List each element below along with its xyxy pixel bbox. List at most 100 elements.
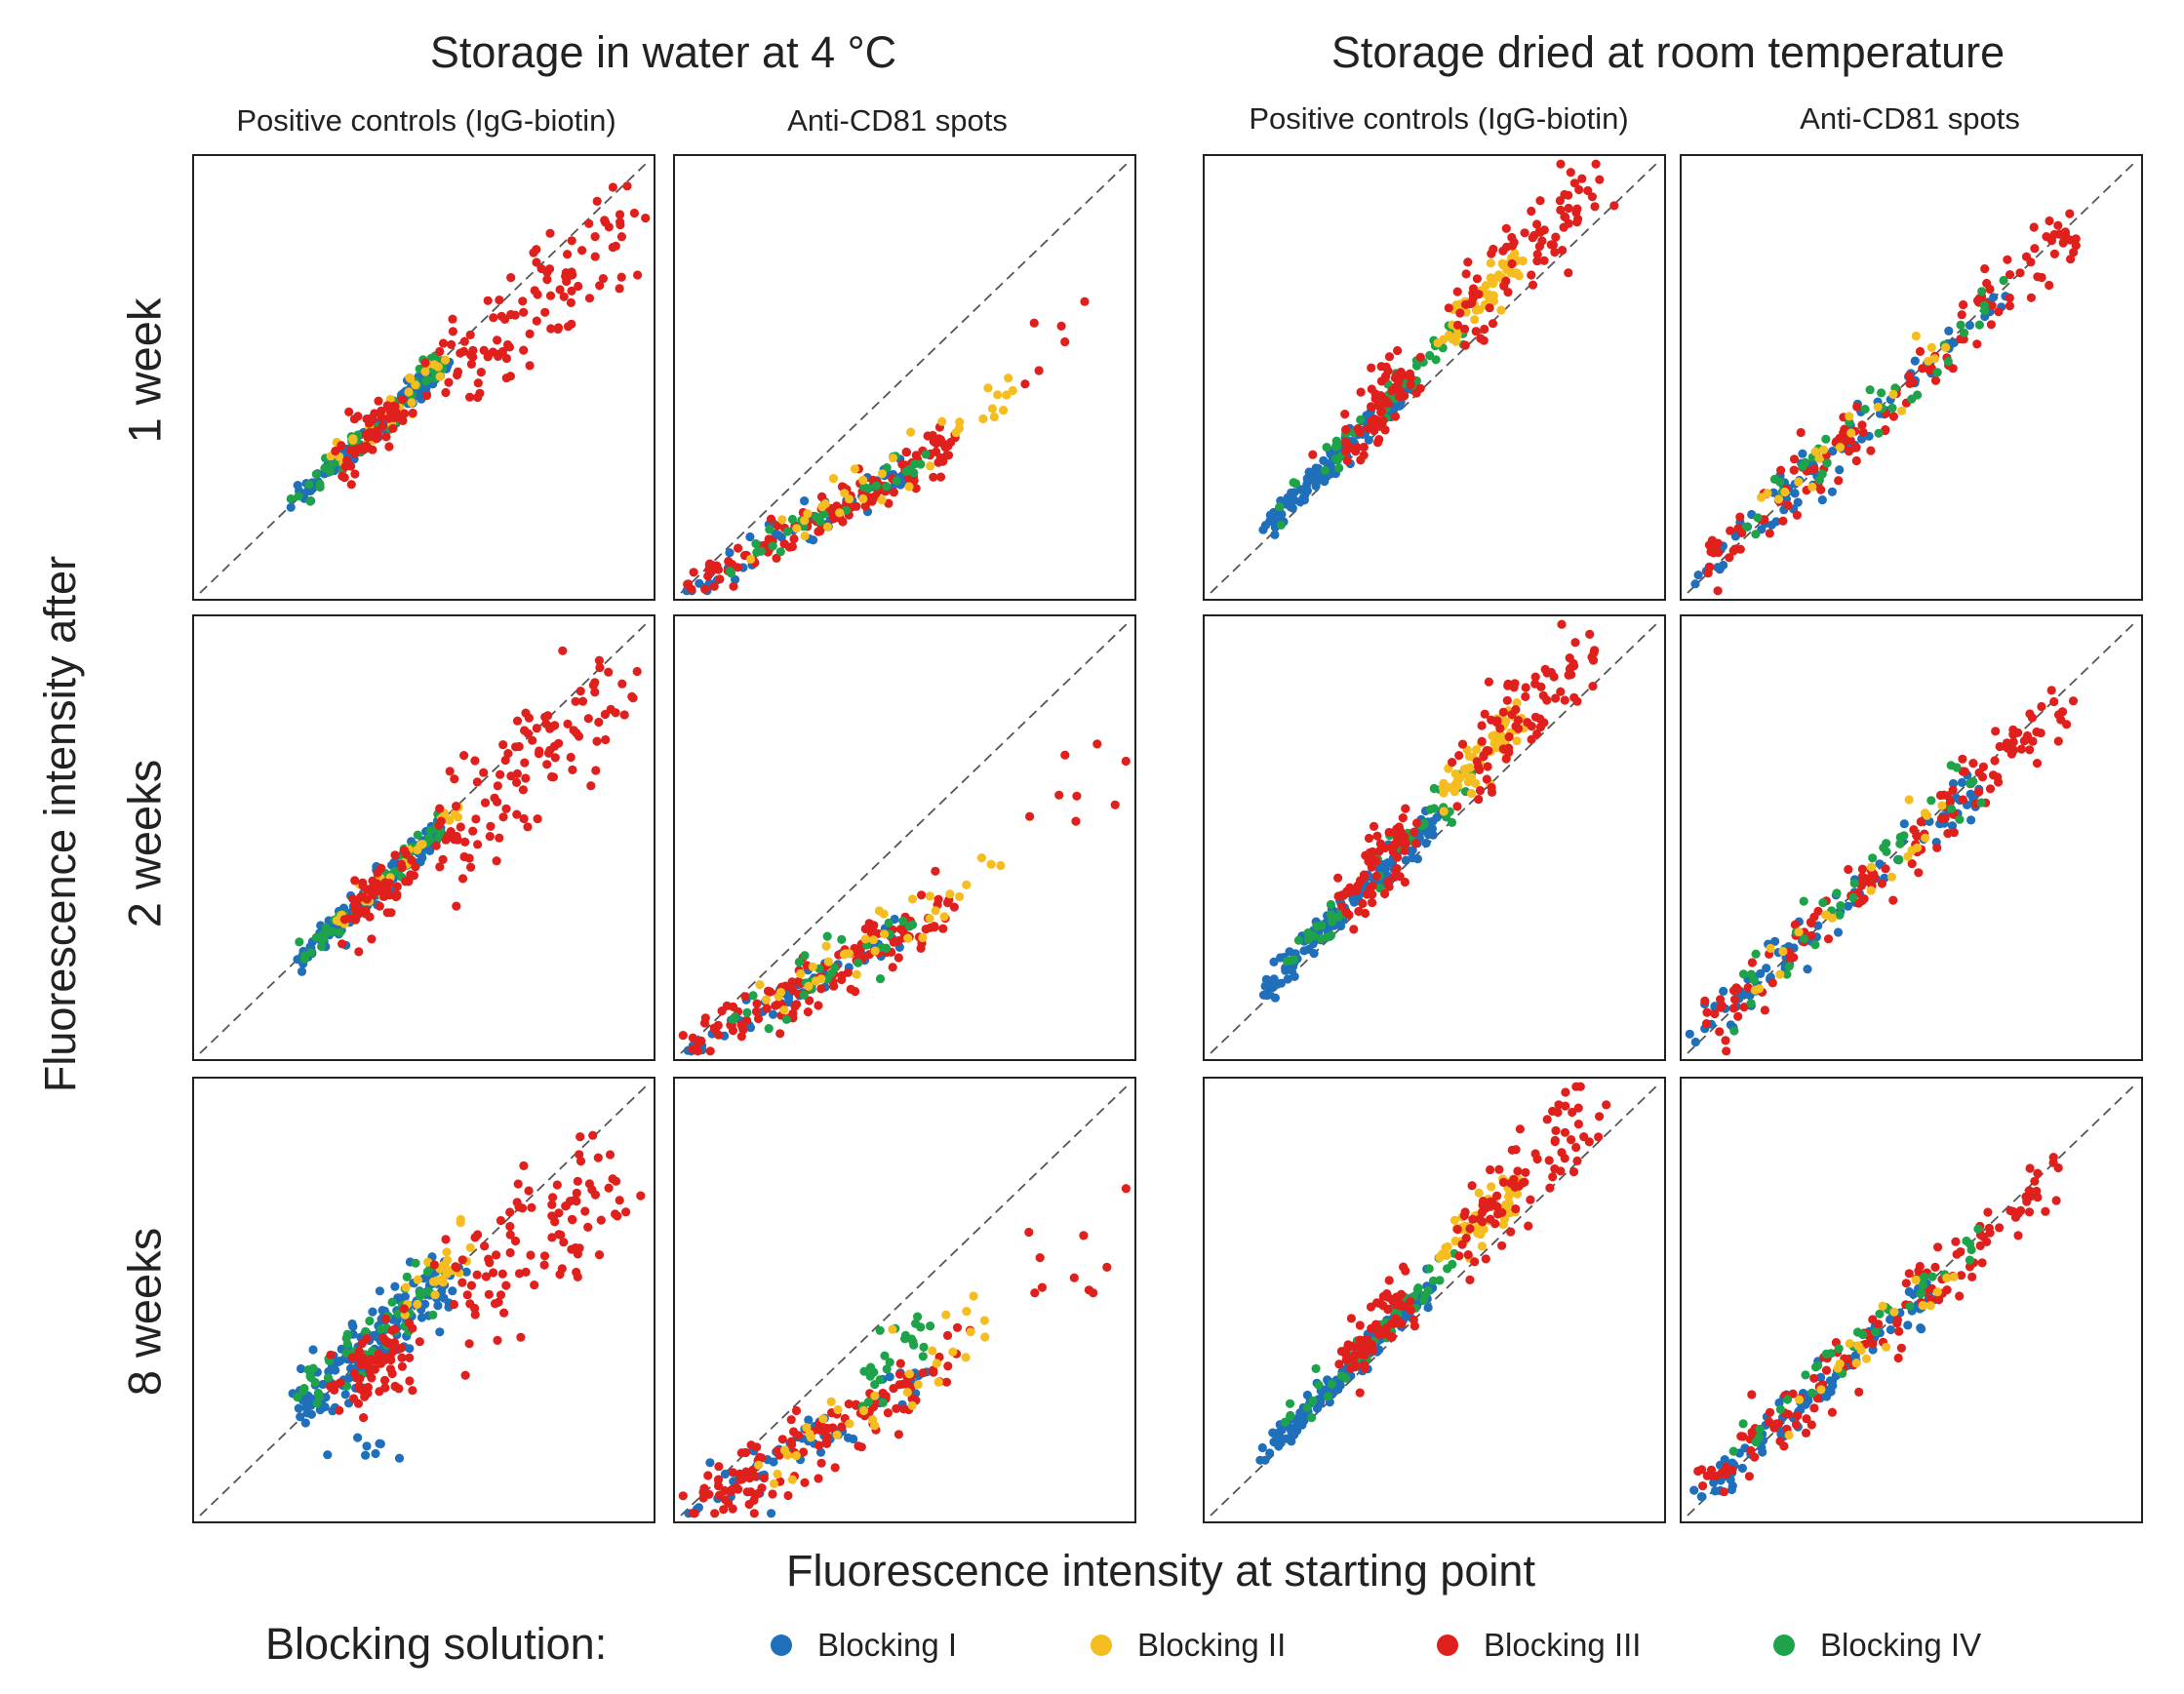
data-point-blocking-iii [547,1200,557,1209]
y-axis-label: Fluorescence intensity after [35,555,85,1093]
data-point-blocking-ii [796,968,806,979]
scatter-panel-1-2 [673,154,1136,601]
data-point-blocking-ii [925,891,934,901]
data-point-blocking-iii [930,922,939,931]
data-point-blocking-iii [1716,1003,1726,1012]
data-point-blocking-iii [539,1260,549,1270]
data-point-blocking-iv [299,1384,309,1394]
data-point-blocking-iii [1521,1167,1530,1177]
data-point-blocking-iv [1356,414,1366,425]
data-point-blocking-iii [550,1217,560,1227]
data-point-blocking-ii [1510,249,1520,258]
legend-item-blocking-4: Blocking IV [1773,1627,1981,1664]
data-point-blocking-iii [1391,1314,1401,1323]
data-point-blocking-iii [528,735,537,745]
data-point-blocking-iii [1557,1148,1567,1158]
data-point-blocking-i [894,942,904,952]
data-point-blocking-iii [431,841,441,850]
data-point-blocking-iii [780,981,790,991]
data-point-blocking-ii [1471,305,1481,315]
data-point-blocking-iii [1983,1207,1993,1217]
data-point-blocking-iii [1769,1423,1779,1433]
data-point-blocking-iii [1706,547,1716,557]
data-point-blocking-iii [591,766,601,775]
data-point-blocking-iii [1448,758,1457,768]
data-point-blocking-ii [858,475,868,485]
data-point-blocking-iii [1025,811,1035,821]
data-point-blocking-ii [939,912,949,922]
data-point-blocking-ii [787,1475,797,1484]
data-point-blocking-iii [1390,412,1401,421]
data-point-blocking-iii [593,1153,603,1162]
data-point-blocking-i [1269,957,1279,966]
data-point-blocking-iii [1551,1125,1561,1135]
data-point-blocking-iii [1857,864,1867,874]
data-point-blocking-i [815,1447,826,1457]
data-point-blocking-iv [1882,839,1891,848]
data-point-blocking-iii [1881,864,1890,874]
data-point-blocking-i [286,502,296,512]
data-point-blocking-iv [315,479,325,489]
data-point-blocking-iii [1977,772,1988,782]
data-point-blocking-iii [2005,301,2014,311]
data-point-blocking-iii [542,760,552,769]
data-point-blocking-ii [1904,795,1914,805]
data-point-blocking-iii [566,297,576,307]
data-point-blocking-i [1693,571,1703,580]
data-point-blocking-iii [394,1384,404,1394]
data-point-blocking-iii [1700,996,1710,1005]
data-point-blocking-iii [1477,736,1487,746]
data-point-blocking-iii [1457,1240,1467,1249]
data-point-blocking-iii [335,1405,344,1415]
data-point-blocking-iii [1510,1182,1520,1192]
data-point-blocking-iii [1389,828,1399,838]
data-point-blocking-iv [1899,831,1909,841]
data-point-blocking-ii [833,1404,843,1415]
data-point-blocking-i [1803,965,1812,974]
data-point-blocking-iii [496,1290,506,1300]
data-point-blocking-i [1827,487,1837,496]
data-point-blocking-iv [1302,1402,1312,1412]
data-point-blocking-ii [1481,281,1490,291]
data-point-blocking-iii [576,1157,586,1166]
data-point-blocking-iii [524,1186,534,1196]
data-point-blocking-iii [2048,1158,2058,1167]
data-point-blocking-iv [892,476,901,486]
data-point-blocking-ii [835,508,845,518]
data-point-blocking-iv [335,927,345,937]
data-point-blocking-iv [1320,465,1330,475]
data-point-blocking-iii [379,1356,389,1365]
data-point-blocking-iii [1548,240,1558,250]
data-point-blocking-ii [1449,1215,1459,1225]
data-point-blocking-ii [1437,1249,1447,1259]
data-point-blocking-iii [1732,984,1742,994]
data-point-blocking-iii [401,849,411,859]
data-point-blocking-iii [741,1467,751,1477]
data-point-blocking-iii [2066,255,2076,264]
data-point-blocking-ii [1913,843,1923,852]
data-point-blocking-iii [365,912,375,922]
data-point-blocking-ii [1845,1339,1854,1349]
data-point-blocking-iii [700,1013,710,1023]
data-point-blocking-iii [1584,1137,1594,1147]
data-point-blocking-iii [916,943,926,953]
data-point-blocking-iii [1951,1237,1961,1246]
data-point-blocking-ii [925,461,935,471]
data-point-blocking-iii [366,1355,376,1364]
data-point-blocking-iii [1371,856,1381,866]
data-point-blocking-iv [751,538,761,549]
data-point-blocking-iv [314,1392,325,1401]
data-point-blocking-iv [1424,1264,1434,1274]
data-point-blocking-iii [688,1033,697,1043]
data-point-blocking-iii [373,429,382,439]
data-point-blocking-iii [397,395,407,405]
data-point-blocking-iii [590,252,600,261]
data-point-blocking-iv [1877,388,1886,398]
data-point-blocking-iii [2032,1186,2042,1196]
data-point-blocking-ii [1822,911,1832,921]
data-point-blocking-iii [1809,1373,1819,1383]
data-point-blocking-iii [721,1495,731,1505]
data-point-blocking-ii [879,909,889,919]
data-point-blocking-iii [946,437,956,448]
data-point-blocking-iv [863,484,873,493]
